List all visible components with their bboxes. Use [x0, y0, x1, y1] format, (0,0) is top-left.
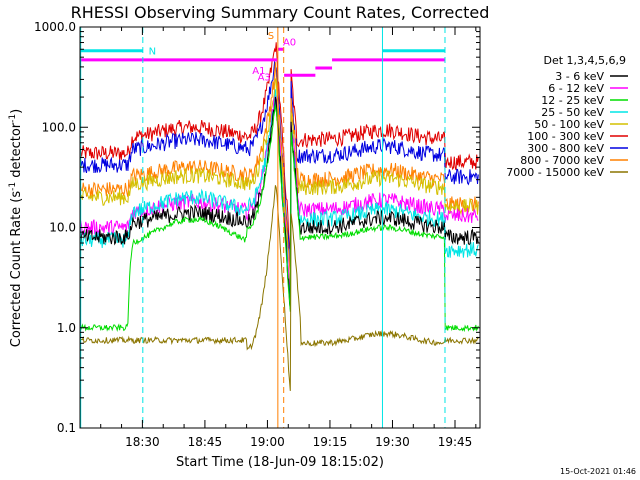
legend-label-2: 12 - 25 keV	[541, 94, 604, 107]
x-tick-label: 19:30	[375, 435, 410, 449]
night-label: N	[149, 47, 156, 58]
legend-title: Det 1,3,4,5,6,9	[543, 54, 626, 67]
legend-label-0: 3 - 6 keV	[555, 70, 604, 83]
legend-label-7: 800 - 7000 keV	[520, 154, 604, 167]
legend-label-8: 7000 - 15000 keV	[506, 166, 604, 179]
attenuator-a0-label: A0	[283, 38, 296, 49]
series-line-2	[80, 62, 479, 276]
axes: 1000.0 100.0 10.0 1.0 0.1 18:30 18:45 19:00 19:1…	[34, 20, 481, 449]
series-line-8	[80, 185, 479, 391]
y-tick-label: 10.0	[49, 221, 76, 235]
attenuator-a1-label: A1	[252, 66, 265, 77]
series-line-4	[80, 94, 479, 292]
legend-label-5: 100 - 300 keV	[527, 130, 604, 143]
legend-label-6: 300 - 800 keV	[527, 142, 604, 155]
series-line-7	[80, 105, 479, 333]
x-axis-label: Start Time (18-Jun-09 18:15:02)	[176, 455, 384, 470]
legend-label-3: 25 - 50 keV	[541, 106, 604, 119]
x-tick-label: 18:30	[125, 435, 160, 449]
x-tick-label: 18:45	[188, 435, 223, 449]
x-tick-label: 19:15	[313, 435, 348, 449]
attenuator-a3-label: A3	[258, 72, 271, 83]
y-tick-label: 100.0	[42, 120, 76, 134]
legend-label-1: 6 - 12 keV	[548, 82, 604, 95]
saa-label: S	[268, 31, 274, 42]
y-tick-label: 0.1	[57, 421, 76, 435]
legend-label-4: 50 - 100 keV	[534, 118, 604, 131]
y-axis-label: Corrected Count Rate (s-1 detector-1)	[8, 109, 24, 347]
series-line-0	[80, 42, 479, 250]
timestamp: 15-Oct-2021 01:46	[560, 467, 636, 476]
series-line-3	[80, 78, 479, 294]
y-tick-label: 1000.0	[34, 20, 76, 34]
chart-title: RHESSI Observing Summary Count Rates, Co…	[71, 3, 490, 22]
x-tick-label: 19:45	[438, 435, 473, 449]
x-tick-label: 19:00	[250, 435, 285, 449]
series-line-1	[80, 61, 479, 268]
y-tick-label: 1.0	[57, 321, 76, 335]
